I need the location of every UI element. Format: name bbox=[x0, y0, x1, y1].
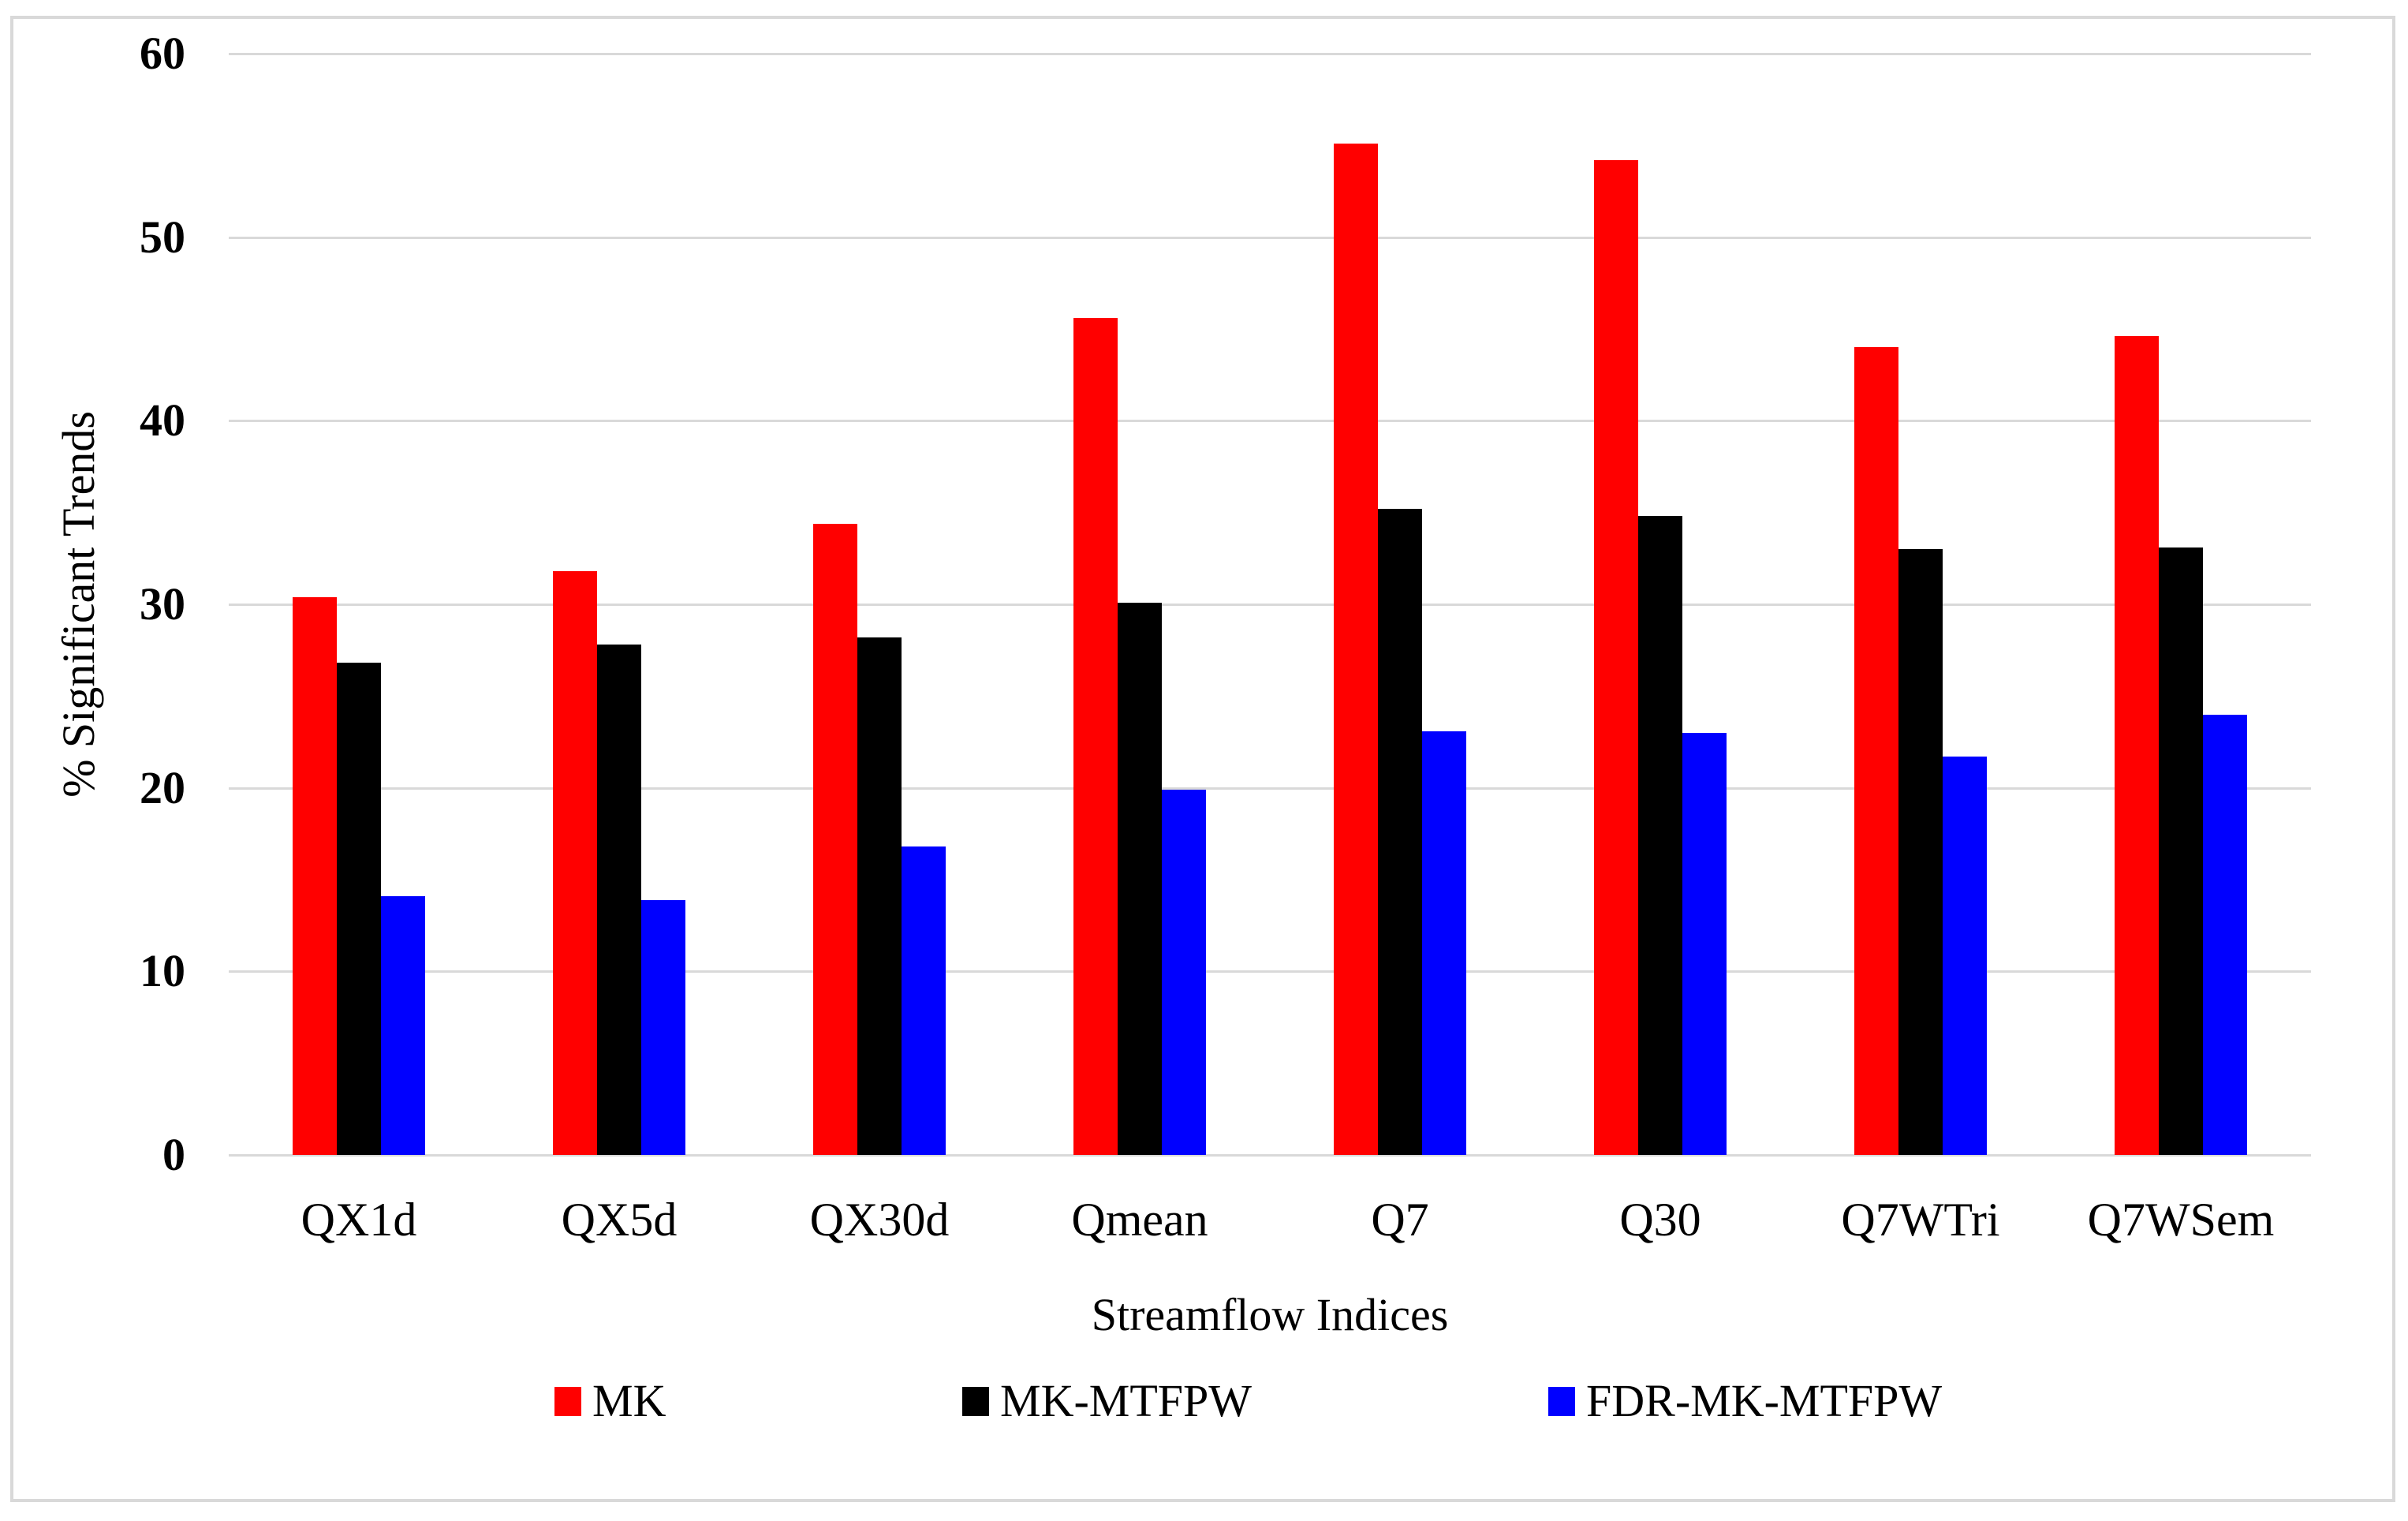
category-label-qmean: Qmean bbox=[1071, 1194, 1208, 1246]
bar-mk-qx30d bbox=[813, 523, 857, 1155]
legend-label-mk-mtfpw: MK-MTFPW bbox=[1000, 1375, 1253, 1426]
category-label-q30: Q30 bbox=[1619, 1194, 1701, 1246]
category-label-qx30d: QX30d bbox=[809, 1194, 950, 1246]
y-tick-label-10: 10 bbox=[140, 945, 185, 997]
gridline-50 bbox=[229, 236, 2311, 239]
bar-mk-mtfpw-q30 bbox=[1638, 516, 1682, 1155]
y-tick-label-30: 30 bbox=[140, 578, 185, 630]
bar-fdr-mk-mtfpw-q7wtri bbox=[1943, 757, 1987, 1155]
gridline-10 bbox=[229, 970, 2311, 974]
bar-fdr-mk-mtfpw-q30 bbox=[1682, 732, 1727, 1155]
category-label-q7wsem: Q7WSem bbox=[2087, 1194, 2275, 1246]
bar-fdr-mk-mtfpw-qx1d bbox=[381, 895, 425, 1155]
gridline-20 bbox=[229, 787, 2311, 790]
legend-item-mk: MK bbox=[554, 1375, 666, 1426]
y-tick-label-20: 20 bbox=[140, 761, 185, 813]
legend-item-fdr-mk-mtfpw: FDR-MK-MTFPW bbox=[1548, 1375, 1943, 1426]
category-label-qx5d: QX5d bbox=[561, 1194, 678, 1246]
plot-area bbox=[229, 53, 2311, 1157]
bar-mk-qx5d bbox=[553, 571, 597, 1155]
bar-mk-q7wtri bbox=[1854, 347, 1898, 1155]
y-tick-label-0: 0 bbox=[162, 1129, 185, 1180]
bar-fdr-mk-mtfpw-qmean bbox=[1162, 790, 1206, 1155]
y-tick-label-60: 60 bbox=[140, 28, 185, 79]
category-label-q7: Q7 bbox=[1371, 1194, 1429, 1246]
bar-fdr-mk-mtfpw-qx30d bbox=[902, 846, 946, 1155]
bar-mk-mtfpw-qx1d bbox=[337, 663, 381, 1155]
bar-mk-q7 bbox=[1334, 144, 1378, 1155]
x-axis-title: Streamflow Indices bbox=[1091, 1289, 1449, 1340]
legend-label-fdr-mk-mtfpw: FDR-MK-MTFPW bbox=[1586, 1375, 1943, 1426]
legend-item-mk-mtfpw: MK-MTFPW bbox=[962, 1375, 1253, 1426]
bar-mk-q7wsem bbox=[2115, 336, 2159, 1155]
legend-swatch-mk-mtfpw bbox=[962, 1386, 989, 1416]
bar-mk-mtfpw-qx30d bbox=[857, 637, 902, 1155]
bar-fdr-mk-mtfpw-q7wsem bbox=[2203, 714, 2247, 1155]
y-tick-label-50: 50 bbox=[140, 211, 185, 263]
bar-mk-mtfpw-qmean bbox=[1118, 602, 1162, 1155]
category-label-q7wtri: Q7WTri bbox=[1841, 1194, 2000, 1246]
bar-mk-mtfpw-q7wsem bbox=[2159, 547, 2203, 1155]
bar-mk-mtfpw-q7wtri bbox=[1898, 549, 1943, 1155]
gridline-40 bbox=[229, 420, 2311, 423]
y-tick-label-40: 40 bbox=[140, 394, 185, 447]
bar-mk-qmean bbox=[1073, 318, 1118, 1155]
legend-label-mk: MK bbox=[592, 1375, 666, 1426]
bar-mk-mtfpw-q7 bbox=[1378, 509, 1422, 1155]
bar-mk-mtfpw-qx5d bbox=[597, 645, 641, 1155]
category-label-qx1d: QX1d bbox=[301, 1194, 417, 1246]
bar-fdr-mk-mtfpw-qx5d bbox=[641, 899, 685, 1155]
gridline-60 bbox=[229, 53, 2311, 55]
bar-mk-qx1d bbox=[293, 596, 337, 1155]
gridline-30 bbox=[229, 604, 2311, 606]
legend-swatch-mk bbox=[554, 1386, 581, 1416]
legend-swatch-fdr-mk-mtfpw bbox=[1548, 1386, 1575, 1416]
bar-fdr-mk-mtfpw-q7 bbox=[1422, 731, 1466, 1155]
bar-mk-q30 bbox=[1594, 159, 1638, 1155]
gridline-0 bbox=[229, 1154, 2311, 1157]
